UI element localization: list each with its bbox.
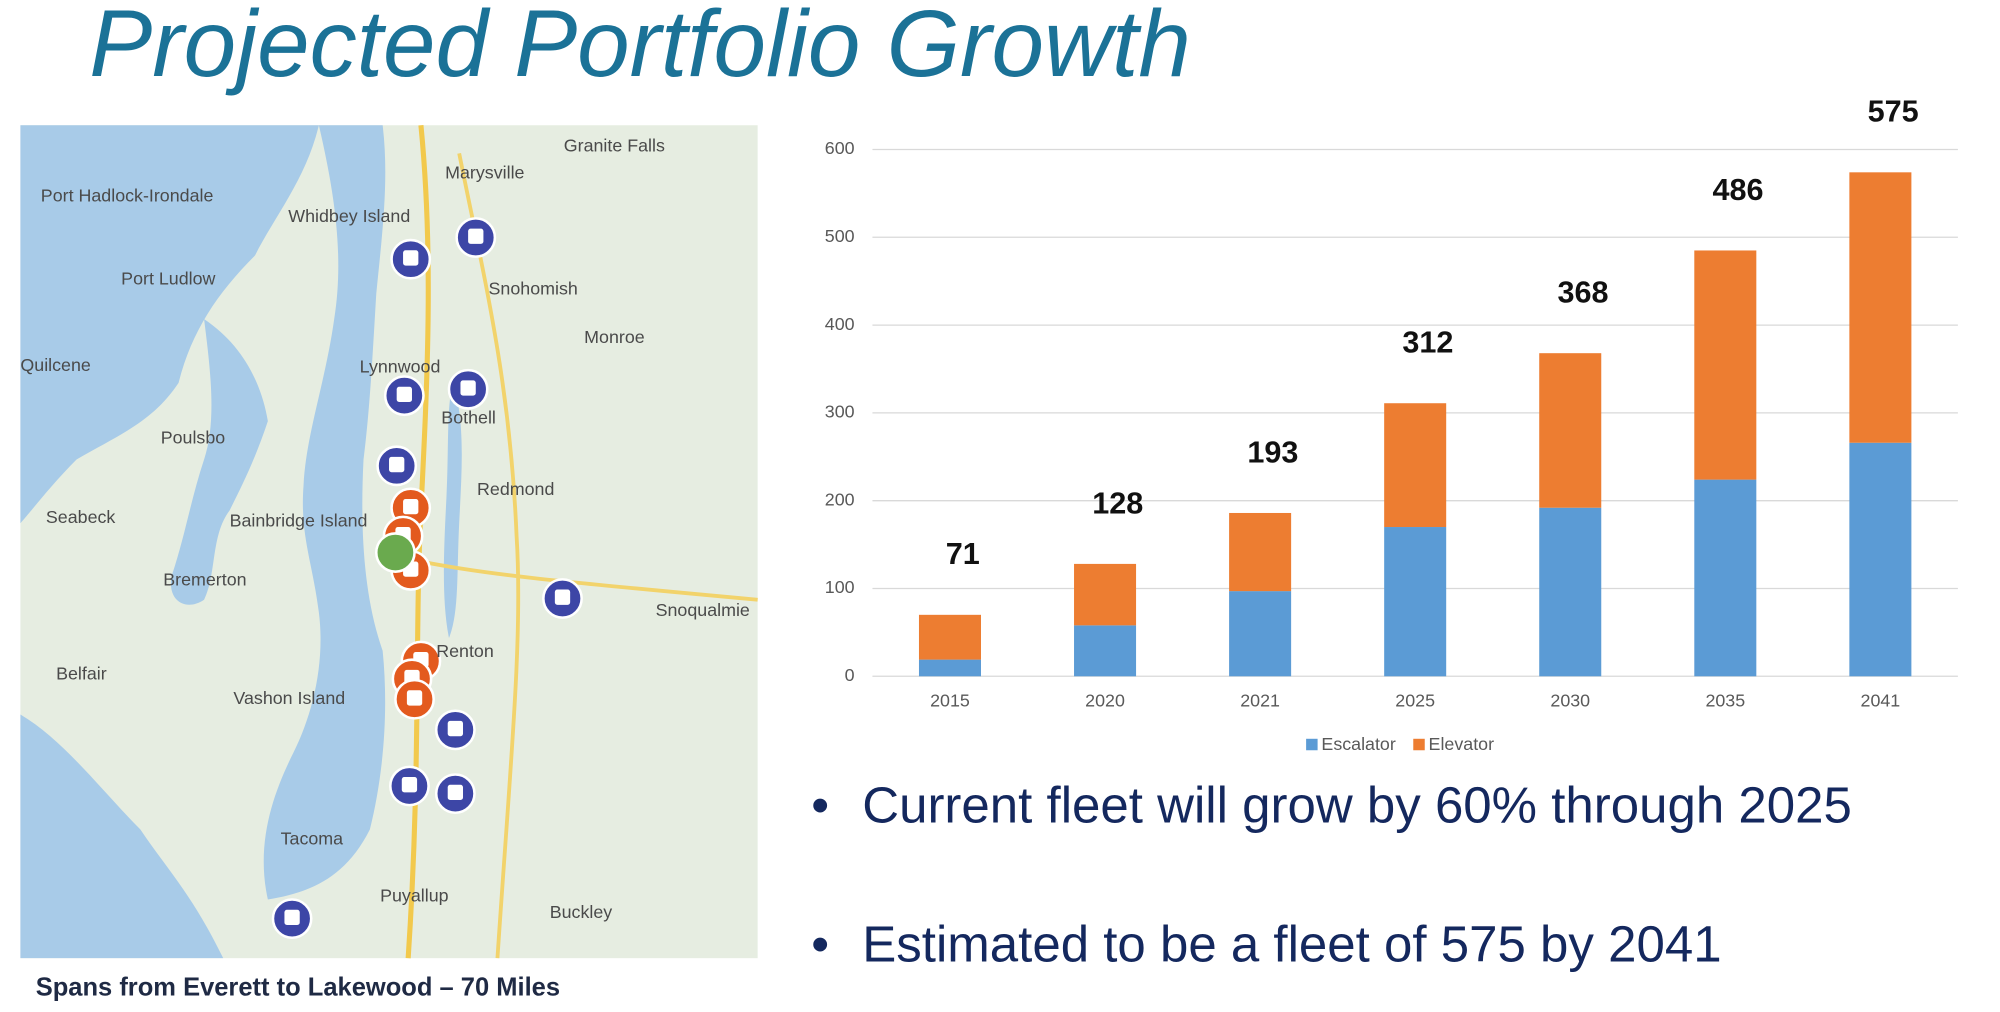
- map-label: Bremerton: [163, 569, 246, 589]
- map-label: Snoqualmie: [656, 600, 750, 620]
- y-tick-label: 500: [825, 226, 855, 246]
- map-label: Vashon Island: [233, 688, 345, 708]
- map-marker: [374, 532, 416, 573]
- map-label: Puyallup: [380, 886, 449, 906]
- map-road: [420, 559, 758, 602]
- map-water: [20, 125, 319, 524]
- map-label: Snohomish: [489, 279, 578, 299]
- bar-segment: [1229, 512, 1292, 592]
- map-label: Monroe: [584, 327, 645, 347]
- map-water: [20, 714, 224, 959]
- bar-segment: [1694, 250, 1757, 480]
- legend-label: Elevator: [1429, 734, 1495, 754]
- legend-label: Escalator: [1321, 734, 1395, 754]
- map-label: Port Ludlow: [121, 268, 215, 288]
- bar-segment: [1384, 403, 1447, 528]
- total-label: 368: [1557, 276, 1608, 310]
- map-marker-icon: [468, 228, 484, 244]
- total-label: 71: [946, 537, 980, 571]
- bar-segment: [1229, 591, 1292, 677]
- map-marker-icon: [406, 690, 423, 706]
- y-tick-label: 600: [825, 138, 855, 158]
- bar-segment: [1539, 353, 1602, 508]
- bar-segment: [1074, 625, 1137, 677]
- map-marker-icon: [447, 784, 464, 801]
- slide-title: Projected Portfolio Growth: [89, 0, 1191, 97]
- chart: 0 100 200 300 400 500 600 71 2015 128 2020 193 2021 3…: [825, 95, 1958, 754]
- bar-segment: [1849, 172, 1912, 443]
- map-label: Marysville: [445, 162, 524, 182]
- map-marker-icon: [284, 909, 300, 926]
- map-marker-icon: [396, 386, 412, 403]
- legend-swatch: [1413, 738, 1425, 751]
- map-water: [443, 382, 462, 639]
- x-tick-label: 2025: [1395, 691, 1435, 711]
- y-tick-label: 400: [825, 314, 855, 334]
- map-marker-icon: [460, 380, 476, 396]
- map-label: Poulsbo: [161, 428, 226, 448]
- map-label: Lynnwood: [360, 356, 441, 376]
- total-label: 575: [1868, 95, 1919, 129]
- total-label: 312: [1402, 326, 1453, 360]
- map-label: Granite Falls: [564, 136, 665, 156]
- map-marker-icon: [554, 589, 571, 605]
- total-label: 128: [1092, 486, 1143, 520]
- map-marker-icon: [389, 456, 405, 473]
- bar-segment: [1694, 479, 1757, 677]
- map-label: Tacoma: [281, 828, 344, 848]
- x-tick-label: 2035: [1705, 691, 1745, 711]
- map-marker-icon: [403, 250, 419, 266]
- legend-swatch: [1306, 738, 1318, 751]
- x-tick-label: 2020: [1085, 691, 1125, 711]
- map-label: Seabeck: [46, 507, 116, 527]
- bullet-marker: •: [811, 915, 829, 972]
- x-tick-label: 2041: [1861, 691, 1901, 711]
- map-label: Bainbridge Island: [230, 511, 368, 531]
- total-label: 193: [1247, 435, 1298, 469]
- map-road: [457, 152, 521, 959]
- map-caption: Spans from Everett to Lakewood – 70 Mile…: [36, 974, 560, 1002]
- bullet: Current fleet will grow by 60% through 2…: [862, 776, 1852, 833]
- map-label: Belfair: [56, 664, 107, 684]
- map: Port Hadlock-Irondale Whidbey Island Grani…: [20, 125, 758, 959]
- map-water: [263, 125, 386, 900]
- map-label: Bothell: [441, 407, 496, 427]
- bar-segment: [918, 614, 981, 660]
- bullet-marker: •: [811, 776, 829, 833]
- y-tick-label: 200: [825, 489, 855, 509]
- x-tick-label: 2030: [1550, 691, 1590, 711]
- y-tick-label: 100: [825, 577, 855, 597]
- y-tick-label: 0: [845, 665, 855, 685]
- map-label: Quilcene: [20, 355, 91, 375]
- bar-segment: [1074, 563, 1137, 626]
- map-marker-icon: [447, 720, 464, 737]
- x-tick-label: 2021: [1240, 691, 1280, 711]
- y-tick-label: 300: [825, 402, 855, 422]
- map-label: Whidbey Island: [288, 206, 410, 226]
- bar-segment: [1384, 527, 1447, 677]
- x-tick-label: 2015: [930, 691, 970, 711]
- map-marker-icon: [401, 777, 418, 793]
- bar-segment: [918, 659, 981, 677]
- map-water: [170, 319, 268, 605]
- map-label: Port Hadlock-Irondale: [41, 185, 214, 205]
- map-marker-icon: [403, 498, 419, 515]
- total-label: 486: [1713, 173, 1764, 207]
- map-label: Renton: [436, 641, 494, 661]
- bullet: Estimated to be a fleet of 575 by 2041: [862, 915, 1721, 972]
- map-label: Buckley: [550, 902, 613, 922]
- bar-segment: [1539, 507, 1602, 677]
- bar-segment: [1849, 442, 1912, 677]
- map-label: Redmond: [477, 479, 554, 499]
